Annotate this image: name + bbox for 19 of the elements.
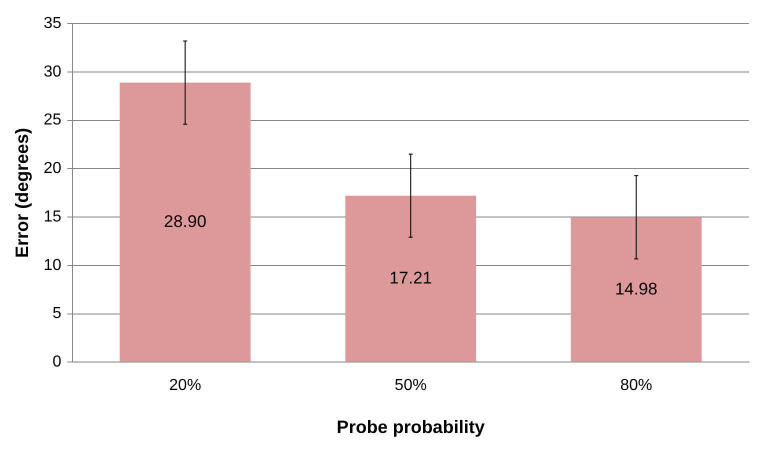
x-axis-title: Probe probability — [336, 417, 485, 438]
y-tick-label: 15 — [44, 208, 62, 226]
bar — [345, 196, 476, 362]
y-tick-label: 25 — [44, 112, 62, 129]
y-axis-title: Error (degrees) — [12, 128, 32, 258]
y-tick-label: 35 — [44, 15, 62, 32]
y-tick-label: 0 — [52, 354, 62, 371]
data-label: 28.90 — [164, 212, 206, 232]
x-tick-label: 50% — [394, 377, 427, 394]
x-tick-label: 80% — [620, 377, 652, 394]
y-tick-label: 10 — [44, 256, 62, 274]
data-label: 14.98 — [614, 279, 658, 298]
bar — [570, 217, 702, 362]
bar — [120, 82, 251, 362]
y-tick-label: 5 — [52, 305, 62, 322]
data-label: 17.21 — [389, 268, 432, 288]
y-tick-label: 20 — [44, 160, 62, 178]
y-tick-label: 30 — [44, 63, 62, 80]
x-tick-label: 20% — [169, 377, 202, 394]
